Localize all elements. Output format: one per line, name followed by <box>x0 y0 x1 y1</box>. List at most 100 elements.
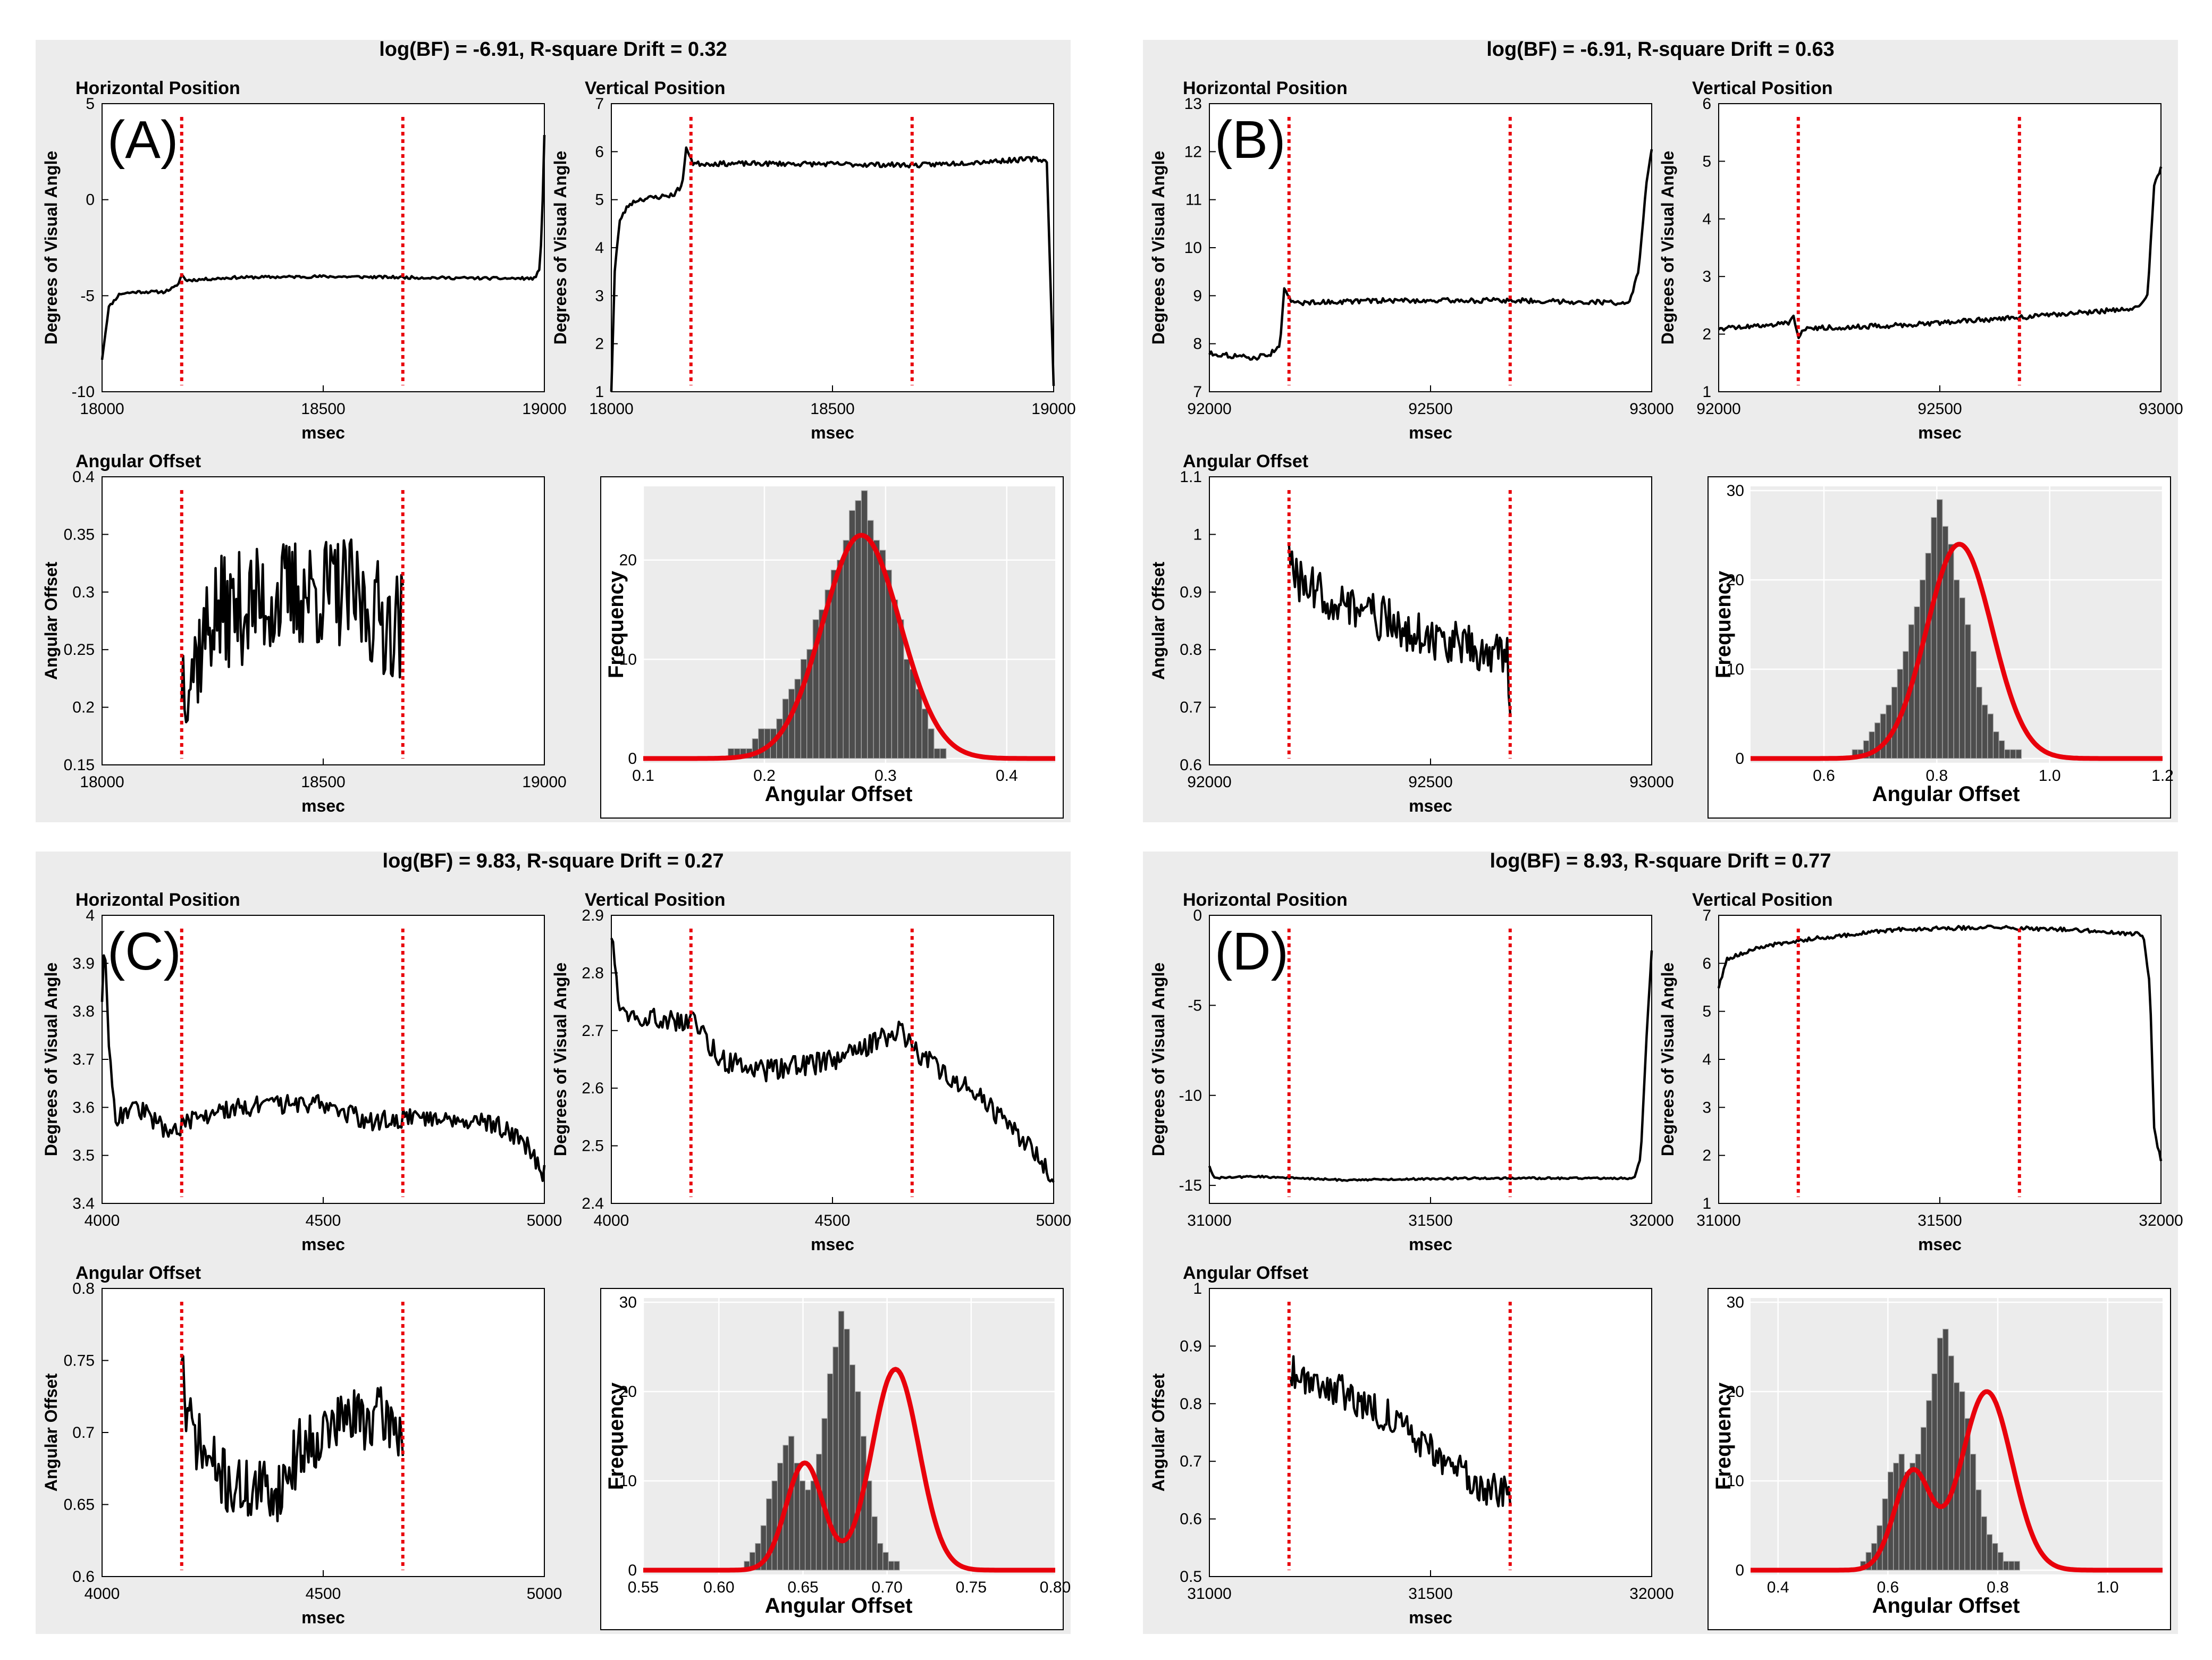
hist-bar-d <box>1904 1471 1911 1571</box>
horizontal-ytick-label-d: 0 <box>1193 907 1202 924</box>
hist-bar-c <box>788 1436 795 1571</box>
hist-bar-a <box>867 520 874 759</box>
horizontal-ytick-label-d: -5 <box>1188 997 1202 1014</box>
horizontal-ytick-label-a: -10 <box>72 383 95 401</box>
vertical-ytick-label-c: 2.7 <box>582 1022 604 1040</box>
hist-bar-c <box>854 1391 861 1571</box>
horizontal-ytick-label-b: 8 <box>1193 335 1202 353</box>
hist-bar-d <box>1970 1454 1976 1571</box>
hist-ytick-label-d: 0 <box>1735 1562 1744 1579</box>
offset-ytick-label-b: 0.7 <box>1180 699 1202 717</box>
horizontal-title-a: Horizontal Position <box>75 78 240 98</box>
horizontal-axes-frame-a <box>102 103 545 392</box>
vertical-xtick-label-a: 18000 <box>589 400 633 418</box>
hist-xtick-label-b: 1.0 <box>2039 767 2061 785</box>
horizontal-ytick-label-c: 3.5 <box>72 1147 95 1165</box>
vertical-ytick-label-c: 2.8 <box>582 964 604 982</box>
vertical-trace-b <box>1718 166 2163 340</box>
horizontal-xtick-label-d: 31500 <box>1408 1212 1452 1229</box>
offset-trace-c <box>180 1355 405 1522</box>
vertical-xtick-label-b: 92500 <box>1917 400 1962 418</box>
panel-title-c: log(BF) = 9.83, R-square Drift = 0.27 <box>383 850 724 872</box>
offset-ytick-label-b: 0.6 <box>1180 756 1202 774</box>
vertical-ytick-label-d: 5 <box>1702 1003 1711 1021</box>
horizontal-xtick-label-b: 92000 <box>1187 400 1231 418</box>
vertical-xtick-label-d: 31500 <box>1917 1212 1962 1229</box>
hist-xlabel-a: Angular Offset <box>765 782 913 806</box>
hist-bar-a <box>788 688 795 759</box>
vertical-ytick-label-a: 6 <box>595 143 604 161</box>
hist-fit-curve-a <box>642 533 1056 761</box>
vertical-title-a: Vertical Position <box>585 78 726 98</box>
vertical-title-c: Vertical Position <box>585 890 726 910</box>
horizontal-ylabel-a: Degrees of Visual Angle <box>41 151 61 345</box>
horizontal-ylabel-d: Degrees of Visual Angle <box>1149 963 1168 1157</box>
hist-bar-d <box>2003 1561 2009 1571</box>
hist-ylabel-a: Frequency <box>604 570 628 678</box>
offset-title-b: Angular Offset <box>1183 451 1308 471</box>
hist-bar-c <box>877 1543 884 1571</box>
vertical-ytick-label-a: 5 <box>595 191 604 209</box>
horizontal-xtick-label-c: 4000 <box>85 1212 120 1229</box>
hist-bar-a <box>861 490 868 759</box>
hist-fit-curve-b <box>1750 542 2164 761</box>
hist-ytick-label-d: 30 <box>1727 1294 1744 1311</box>
horizontal-ytick-label-a: 0 <box>86 191 95 209</box>
hist-ylabel-b: Frequency <box>1712 570 1735 678</box>
offset-title-d: Angular Offset <box>1183 1263 1308 1283</box>
vertical-xtick-label-c: 5000 <box>1036 1212 1072 1229</box>
vertical-xlabel-a: msec <box>811 423 854 442</box>
vertical-xtick-label-c: 4000 <box>594 1212 629 1229</box>
hist-bar-a <box>915 688 922 759</box>
horizontal-ytick-label-b: 11 <box>1185 191 1202 209</box>
hist-xtick-label-d: 0.4 <box>1767 1579 1789 1596</box>
vertical-ytick-label-b: 2 <box>1702 326 1711 343</box>
offset-trace-d <box>1288 1355 1512 1507</box>
vertical-ytick-label-c: 2.6 <box>582 1080 604 1097</box>
hist-bar-b <box>1992 731 1999 759</box>
offset-xtick-label-a: 18000 <box>80 773 124 791</box>
horizontal-ytick-label-a: -5 <box>80 287 95 305</box>
hist-bar-c <box>849 1364 856 1571</box>
hist-xtick-label-a: 0.3 <box>874 767 897 785</box>
panel-letter-a: (A) <box>107 110 178 170</box>
offset-ytick-label-d: 0.6 <box>1180 1511 1202 1528</box>
hist-xtick-label-c: 0.60 <box>703 1579 734 1596</box>
horizontal-ytick-label-a: 5 <box>86 95 95 113</box>
horizontal-trace-d <box>1208 950 1653 1182</box>
hist-ytick-label-a: 0 <box>628 750 637 768</box>
hist-ytick-label-d: 10 <box>1727 1472 1744 1490</box>
panel-title-d: log(BF) = 8.93, R-square Drift = 0.77 <box>1490 850 1831 872</box>
hist-bar-c <box>838 1311 845 1571</box>
vertical-ylabel-a: Degrees of Visual Angle <box>551 151 570 345</box>
vertical-ylabel-b: Degrees of Visual Angle <box>1658 151 1677 345</box>
hist-bar-d <box>1959 1391 1965 1571</box>
hist-bar-c <box>871 1516 878 1571</box>
hist-bar-c <box>865 1480 872 1571</box>
horizontal-axes-frame-b <box>1209 103 1652 392</box>
offset-xtick-label-d: 32000 <box>1629 1585 1673 1603</box>
offset-ytick-label-c: 0.6 <box>72 1568 95 1586</box>
offset-ylabel-b: Angular Offset <box>1149 562 1168 680</box>
hist-xtick-label-c: 0.80 <box>1040 1579 1071 1596</box>
hist-fit-curve-d <box>1750 1389 2164 1573</box>
offset-xlabel-c: msec <box>301 1608 345 1627</box>
horizontal-ytick-label-b: 13 <box>1184 95 1202 113</box>
hist-ytick-label-b: 30 <box>1727 482 1744 500</box>
vertical-ytick-label-a: 2 <box>595 335 604 353</box>
horizontal-ytick-label-c: 4 <box>86 907 95 924</box>
offset-ytick-label-a: 0.35 <box>64 526 95 543</box>
hist-bar-b <box>1964 624 1971 759</box>
offset-xtick-label-a: 18500 <box>301 773 345 791</box>
horizontal-trace-c <box>100 954 546 1182</box>
hist-bar-d <box>2014 1561 2020 1571</box>
hist-ytick-label-b: 0 <box>1735 750 1744 768</box>
hist-bar-d <box>1937 1337 1944 1571</box>
panel-title-b: log(BF) = -6.91, R-square Drift = 0.63 <box>1486 38 1835 61</box>
offset-ytick-label-d: 0.8 <box>1180 1395 1202 1413</box>
vertical-ytick-label-d: 1 <box>1702 1195 1711 1212</box>
hist-bar-d <box>2008 1561 2015 1571</box>
vertical-trace-a <box>610 146 1055 392</box>
vertical-axes-frame-d <box>1718 915 2161 1204</box>
